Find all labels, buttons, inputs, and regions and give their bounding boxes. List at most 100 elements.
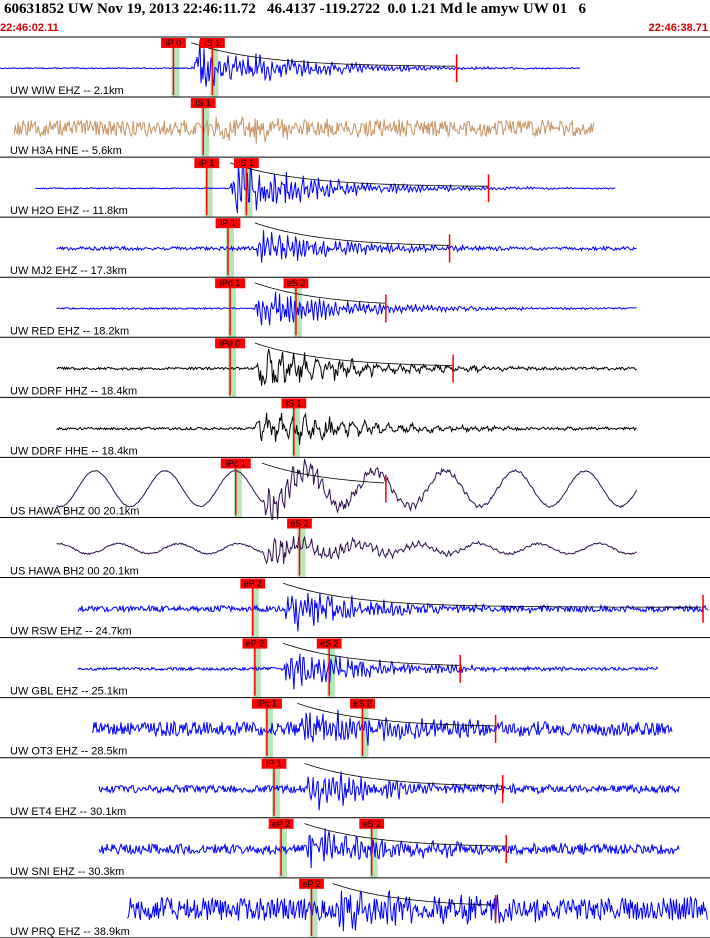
pick-label: eP 2 <box>302 879 320 889</box>
pick-label-box <box>251 698 282 709</box>
pick-window <box>369 825 378 878</box>
waveform <box>77 653 659 690</box>
pick-window <box>233 465 242 518</box>
pick-label: eP 2 <box>246 639 264 649</box>
coda-envelope <box>283 582 702 608</box>
pick-label: iP 0 <box>166 38 181 48</box>
waveform <box>98 771 680 811</box>
trace-panel-0: iP 0 iS 1 UW WIW EHZ -- 2.1km <box>0 38 710 98</box>
pick-label-box <box>283 278 309 289</box>
pick-label: eS 2 <box>287 278 306 288</box>
pick-label: eS 2 <box>320 639 339 649</box>
pick-window <box>309 885 318 938</box>
trace-panel-4: iPd 1 eS 2 UW RED EHZ -- 18.2km <box>0 278 710 338</box>
pick-window <box>271 765 280 818</box>
coda-envelope <box>283 642 460 666</box>
station-label: UW DDRF HHE -- 18.4km <box>10 445 138 457</box>
pick-label: iS 1 <box>195 98 211 108</box>
pick-label: iP 1 <box>220 218 235 228</box>
pick-label: eS 2 <box>353 699 372 709</box>
pick-label-box <box>261 758 287 769</box>
station-label: UW PRQ EHZ -- 38.9km <box>10 926 130 938</box>
coda-envelope <box>229 162 489 187</box>
trace-panel-8: eS 2 US HAWA BH2 00 20.1km <box>0 518 710 579</box>
waveform <box>56 458 638 520</box>
pick-label: iS 1 <box>286 398 302 408</box>
pick-label: iPd 0 <box>220 338 241 348</box>
trace-panel-5: iPd 0 UW DDRF HHZ -- 18.4km <box>0 338 710 398</box>
pick-label-box <box>299 878 324 889</box>
trace-panel-14: eP 2 UW PRQ EHZ -- 38.9km <box>0 878 710 938</box>
waveform <box>56 535 637 565</box>
coda-envelope <box>254 222 449 246</box>
pick-label: eP 2 <box>272 819 290 829</box>
pick-label-box <box>190 98 216 109</box>
waveform <box>127 889 708 932</box>
station-label: US HAWA BH2 00 20.1km <box>10 566 139 578</box>
pick-label: iP 1 <box>199 158 214 168</box>
waveform <box>0 40 581 87</box>
pick-label-box <box>287 518 312 529</box>
waveform <box>91 709 673 746</box>
pick-label-box <box>281 398 307 409</box>
coda-envelope <box>254 342 453 366</box>
coda-envelope <box>254 282 385 304</box>
pick-label: eS 2 <box>290 518 309 528</box>
trace-panel-10: eP 2 eS 2 UW GBL EHZ -- 25.1km <box>0 638 710 699</box>
waveform <box>77 593 709 632</box>
waveform <box>98 828 680 869</box>
pick-window <box>250 585 259 638</box>
coda-envelope <box>261 462 385 484</box>
trace-panel-1: iS 1 UW H3A HNE -- 5.6km <box>0 98 710 158</box>
station-label: UW DDRF HHZ -- 18.4km <box>10 385 137 397</box>
coda-envelope <box>332 883 495 906</box>
pick-label: eP 2 <box>244 579 262 589</box>
pick-label: iP 1 <box>266 759 281 769</box>
pick-window <box>252 645 261 698</box>
pick-label-box <box>359 818 385 829</box>
pick-window <box>171 45 180 98</box>
trace-panel-3: iP 1 UW MJ2 EHZ -- 17.3km <box>0 218 710 278</box>
pick-label-box <box>242 638 268 649</box>
pick-label-box <box>268 818 294 829</box>
pick-window <box>228 345 237 398</box>
pick-window <box>360 705 369 758</box>
trace-panel-6: iS 1 UW DDRF HHE -- 18.4km <box>0 398 710 458</box>
trace-panel-7: iPc 1 US HAWA BHZ 00 20.1km <box>0 458 710 520</box>
waveform <box>56 291 637 326</box>
pick-label-box <box>220 458 251 469</box>
trace-panel-2: iP 1 iS 1 UW H2O EHZ -- 11.8km <box>0 158 710 218</box>
station-label: UW ET4 EHZ -- 30.1km <box>10 806 126 818</box>
pick-window <box>201 105 210 158</box>
pick-window <box>225 225 234 278</box>
pick-label-box <box>240 578 266 589</box>
station-label: UW MJ2 EHZ -- 17.3km <box>10 265 127 277</box>
pick-label: iPc 1 <box>226 458 246 468</box>
pick-label: iS 1 <box>239 158 255 168</box>
station-label: UW OT3 EHZ -- 28.5km <box>10 746 127 758</box>
header: 60631852 UW Nov 19, 2013 22:46:11.72 46.… <box>0 0 710 36</box>
station-label: UW RED EHZ -- 18.2km <box>10 325 129 337</box>
pick-window <box>297 525 306 578</box>
trace-panel-11: iPc 1 eS 2 UW OT3 EHZ -- 28.5km <box>0 698 710 759</box>
pick-label-box <box>215 218 241 229</box>
pick-label: iPd 1 <box>220 278 241 288</box>
event-title: 60631852 UW Nov 19, 2013 22:46:11.72 46.… <box>4 1 586 17</box>
station-label: UW WIW EHZ -- 2.1km <box>10 85 124 97</box>
station-label: US HAWA BHZ 00 20.1km <box>10 505 139 517</box>
station-label: UW RSW EHZ -- 24.7km <box>10 626 132 638</box>
pick-label-box <box>200 38 225 48</box>
pick-window <box>279 825 288 878</box>
pick-label-box <box>233 158 259 169</box>
start-time: 22:46:02.11 <box>0 22 59 34</box>
pick-label-box <box>350 698 375 709</box>
pick-window <box>204 165 213 218</box>
pick-label-box <box>194 158 220 169</box>
waveform <box>13 116 595 144</box>
waveform <box>35 160 616 214</box>
pick-label-box <box>316 638 342 649</box>
coda-envelope <box>297 703 496 727</box>
pick-window <box>327 645 336 698</box>
trace-panel-13: eP 2 eS 2 UW SNI EHZ -- 30.3km <box>0 818 710 879</box>
